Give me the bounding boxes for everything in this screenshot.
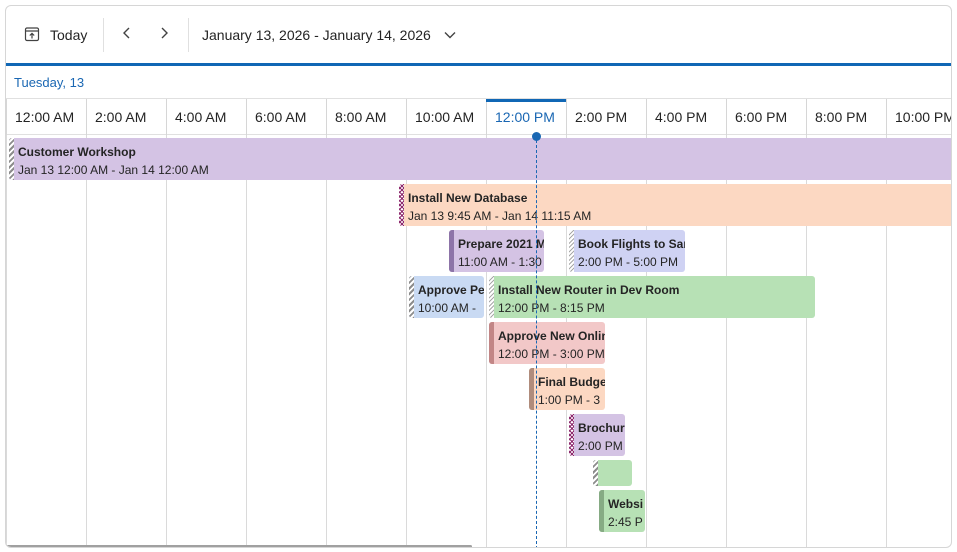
time-slot-label: 6:00 AM — [255, 109, 307, 125]
today-button[interactable]: Today — [18, 22, 93, 48]
horizontal-scrollbar[interactable] — [6, 545, 472, 547]
toolbar-divider — [188, 18, 189, 52]
event-final-budget[interactable]: Final Budge 1:00 PM - 3 — [529, 368, 605, 410]
event-status-strip — [529, 368, 534, 410]
grid-line — [726, 135, 727, 547]
time-slot-label: 8:00 PM — [815, 109, 868, 125]
calendar-today-icon — [24, 26, 40, 45]
day-header: Tuesday, 13 — [6, 66, 951, 99]
grid-line — [886, 135, 887, 547]
previous-button[interactable] — [114, 22, 140, 48]
time-slot-label: 10:00 PM — [895, 109, 952, 125]
timeline-grid[interactable]: Customer Workshop Jan 13 12:00 AM - Jan … — [6, 132, 951, 547]
event-status-strip — [9, 138, 14, 180]
time-slot[interactable]: 6:00 PM — [726, 99, 806, 135]
grid-line — [806, 135, 807, 547]
event-time: 12:00 PM - 3:00 PM — [498, 347, 605, 361]
time-slot[interactable]: 2:00 PM — [566, 99, 646, 135]
time-slot-label: 4:00 AM — [175, 109, 227, 125]
date-range-picker[interactable]: January 13, 2026 - January 14, 2026 — [196, 22, 463, 48]
date-range-label: January 13, 2026 - January 14, 2026 — [202, 27, 431, 43]
event-status-strip — [449, 230, 454, 272]
time-slot[interactable]: 10:00 AM — [406, 99, 486, 135]
grid-line — [246, 135, 247, 547]
grid-line — [326, 135, 327, 547]
event-time: 2:00 PM — [578, 439, 623, 453]
grid-line — [486, 135, 487, 547]
grid-line — [86, 135, 87, 547]
event-title: Prepare 2021 M — [458, 237, 544, 251]
time-slot[interactable]: 2:00 AM — [86, 99, 166, 135]
grid-line — [6, 135, 7, 547]
event-title: Websi — [608, 497, 644, 511]
event-approve-pe[interactable]: Approve Pe 10:00 AM - — [409, 276, 484, 318]
toolbar-accent-bar — [6, 63, 951, 66]
event-time: 2:45 P — [608, 515, 643, 529]
grid-line — [406, 135, 407, 547]
event-title: Approve New Onlin — [498, 329, 605, 343]
chevron-down-icon — [443, 27, 457, 43]
time-slot-label: 2:00 PM — [575, 109, 628, 125]
time-slot-label: 12:00 PM — [495, 109, 555, 125]
time-slot[interactable]: 4:00 AM — [166, 99, 246, 135]
event-time: Jan 13 9:45 AM - Jan 14 11:15 AM — [408, 209, 592, 223]
time-slot-label: 4:00 PM — [655, 109, 708, 125]
event-status-strip — [569, 230, 574, 272]
event-time: 10:00 AM - — [418, 301, 477, 315]
event-untitled[interactable] — [593, 460, 632, 486]
event-title: Book Flights to San — [578, 237, 685, 251]
toolbar: Today January 13, 2026 - January 14, 202… — [6, 6, 951, 64]
event-website[interactable]: Websi 2:45 P — [599, 490, 645, 532]
event-install-new-router[interactable]: Install New Router in Dev Room 12:00 PM … — [489, 276, 815, 318]
event-status-strip — [489, 276, 494, 318]
event-brochure[interactable]: Brochur 2:00 PM — [569, 414, 625, 456]
event-title: Install New Database — [408, 191, 528, 205]
current-time-dot — [532, 132, 541, 141]
time-slot[interactable]: 8:00 PM — [806, 99, 886, 135]
event-title: Approve Pe — [418, 283, 484, 297]
event-status-strip — [599, 490, 604, 532]
time-slot[interactable]: 4:00 PM — [646, 99, 726, 135]
event-status-strip — [409, 276, 414, 318]
time-slot-label: 10:00 AM — [415, 109, 475, 125]
scheduler: Today January 13, 2026 - January 14, 202… — [5, 5, 952, 548]
event-time: 11:00 AM - 1:30 — [458, 255, 542, 269]
event-time: 1:00 PM - 3 — [538, 393, 601, 407]
time-header: 12:00 AM 2:00 AM 4:00 AM 6:00 AM 8:00 AM… — [6, 99, 952, 135]
event-install-new-database[interactable]: Install New Database Jan 13 9:45 AM - Ja… — [399, 184, 951, 226]
event-book-flights[interactable]: Book Flights to San 2:00 PM - 5:00 PM — [569, 230, 685, 272]
time-slot-label: 12:00 AM — [15, 109, 75, 125]
event-customer-workshop[interactable]: Customer Workshop Jan 13 12:00 AM - Jan … — [9, 138, 951, 180]
chevron-right-icon — [158, 26, 170, 45]
event-time: Jan 13 12:00 AM - Jan 14 12:00 AM — [18, 163, 209, 177]
event-status-strip — [489, 322, 494, 364]
event-approve-new-online[interactable]: Approve New Onlin 12:00 PM - 3:00 PM — [489, 322, 605, 364]
time-slot-label: 8:00 AM — [335, 109, 387, 125]
event-time: 12:00 PM - 8:15 PM — [498, 301, 605, 315]
time-slot[interactable]: 6:00 AM — [246, 99, 326, 135]
event-status-strip — [399, 184, 404, 226]
time-slot[interactable]: 12:00 AM — [6, 99, 86, 135]
event-title: Customer Workshop — [18, 145, 136, 159]
event-status-strip — [593, 460, 598, 486]
grid-line — [166, 135, 167, 547]
time-slot[interactable]: 8:00 AM — [326, 99, 406, 135]
event-title: Final Budge — [538, 375, 605, 389]
chevron-left-icon — [121, 26, 133, 45]
toolbar-divider — [103, 18, 104, 52]
event-prepare-2021[interactable]: Prepare 2021 M 11:00 AM - 1:30 — [449, 230, 544, 272]
event-time: 2:00 PM - 5:00 PM — [578, 255, 679, 269]
time-slot-current[interactable]: 12:00 PM — [486, 99, 567, 135]
time-slot[interactable]: 10:00 PM — [886, 99, 952, 135]
current-time-indicator — [536, 135, 537, 547]
event-status-strip — [569, 414, 574, 456]
next-button[interactable] — [151, 22, 177, 48]
event-title: Install New Router in Dev Room — [498, 283, 680, 297]
today-label: Today — [50, 27, 88, 43]
time-slot-label: 6:00 PM — [735, 109, 788, 125]
grid-line — [646, 135, 647, 547]
event-title: Brochur — [578, 421, 625, 435]
time-slot-label: 2:00 AM — [95, 109, 147, 125]
day-label: Tuesday, 13 — [14, 75, 85, 90]
